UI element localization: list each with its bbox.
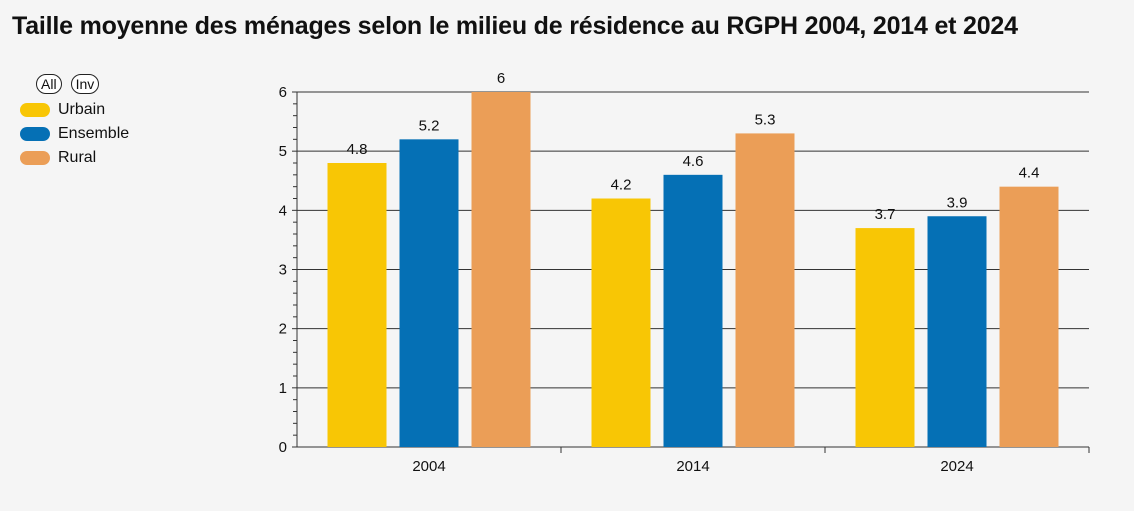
data-label: 4.4: [1019, 165, 1040, 182]
data-label: 4.2: [611, 177, 632, 194]
data-label: 5.2: [419, 117, 440, 134]
x-tick-label: 2004: [412, 458, 445, 475]
x-tick-label: 2014: [676, 458, 709, 475]
bar: [663, 174, 723, 448]
legend-item-rural[interactable]: Rural: [20, 146, 129, 170]
bar: [927, 216, 987, 447]
invert-selection-button[interactable]: Inv: [70, 74, 100, 94]
legend-label-urbain: Urbain: [58, 101, 106, 118]
y-tick-label: 2: [279, 321, 287, 338]
legend-swatch-rural: [20, 151, 50, 165]
bar: [399, 139, 459, 448]
y-tick-label: 4: [279, 202, 287, 219]
data-label: 3.7: [875, 206, 896, 223]
x-tick-label: 2024: [940, 458, 973, 475]
legend-item-urbain[interactable]: Urbain: [20, 98, 129, 122]
data-label: 4.6: [683, 153, 704, 170]
y-tick-label: 6: [279, 84, 287, 101]
legend-item-ensemble[interactable]: Ensemble: [20, 122, 129, 146]
legend-toggles: All Inv: [36, 74, 129, 94]
legend-swatch-urbain: [20, 103, 50, 117]
bar: [591, 198, 651, 447]
bar: [735, 133, 795, 447]
data-label: 6: [497, 70, 505, 87]
bar: [471, 92, 531, 447]
legend-label-rural: Rural: [58, 149, 97, 166]
chart-title: Taille moyenne des ménages selon le mili…: [12, 12, 1018, 40]
data-label: 4.8: [347, 141, 368, 158]
bar: [999, 186, 1059, 447]
y-tick-label: 0: [279, 439, 287, 456]
legend: All Inv Urbain Ensemble Rural: [20, 74, 129, 170]
data-label: 5.3: [755, 111, 776, 128]
data-label: 3.9: [947, 194, 968, 211]
legend-label-ensemble: Ensemble: [58, 125, 130, 142]
y-tick-label: 1: [279, 380, 287, 397]
y-tick-label: 5: [279, 143, 287, 160]
legend-swatch-ensemble: [20, 127, 50, 141]
bar: [855, 228, 915, 447]
bar: [327, 163, 387, 447]
y-tick-label: 3: [279, 262, 287, 279]
select-all-button[interactable]: All: [36, 74, 62, 94]
